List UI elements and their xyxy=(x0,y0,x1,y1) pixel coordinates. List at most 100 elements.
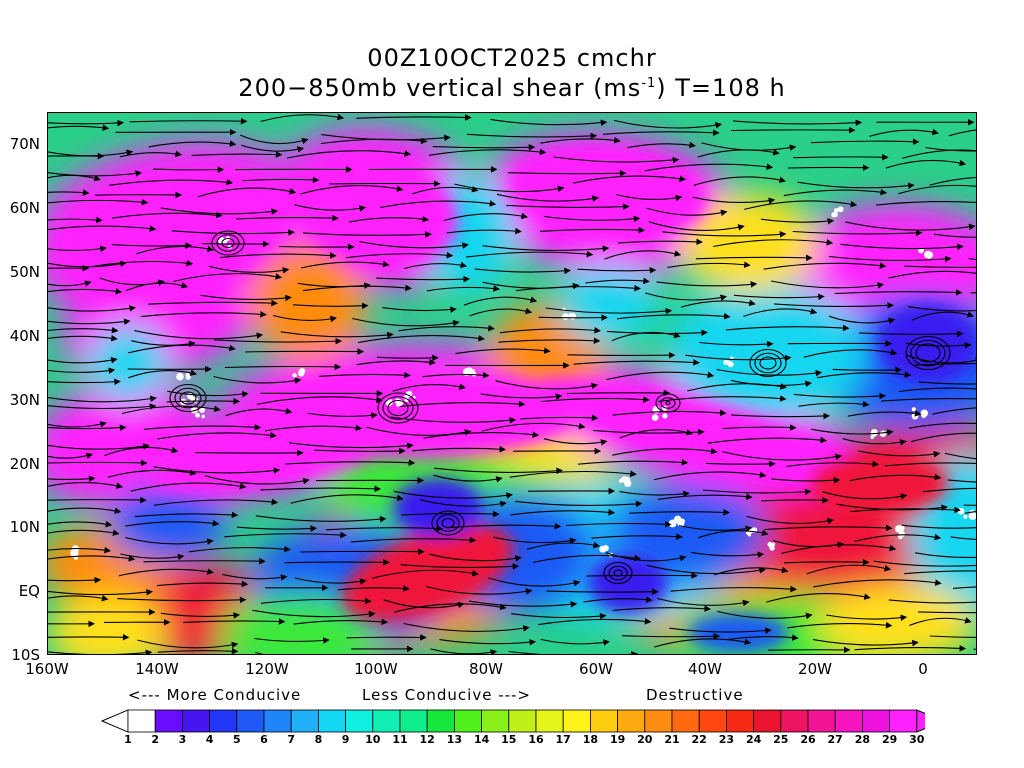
streamline xyxy=(645,292,728,301)
streamline xyxy=(109,178,234,186)
streamline xyxy=(947,479,976,483)
colorbar-box xyxy=(753,709,782,733)
low-shear-speck xyxy=(562,313,569,321)
streamline xyxy=(627,141,696,149)
streamline xyxy=(540,226,646,234)
streamline xyxy=(48,403,157,410)
shear-core-region xyxy=(808,453,948,513)
streamline xyxy=(612,605,711,612)
eddy-streamline xyxy=(431,510,465,536)
streamline xyxy=(973,648,976,650)
streamline xyxy=(648,221,745,231)
streamline xyxy=(607,329,708,336)
streamline xyxy=(474,267,571,275)
streamline xyxy=(48,367,116,374)
low-shear-speck xyxy=(963,514,968,519)
lat-label-10s: 10S xyxy=(11,646,40,664)
low-shear-speck xyxy=(462,368,471,376)
streamline xyxy=(346,634,427,641)
streamline xyxy=(213,375,302,384)
streamline xyxy=(784,558,870,566)
streamline xyxy=(950,536,976,540)
streamline xyxy=(300,185,404,195)
streamline xyxy=(646,207,728,217)
streamline xyxy=(112,211,223,219)
low-shear-speck xyxy=(898,530,906,538)
low-shear-speck xyxy=(924,250,932,259)
streamline xyxy=(173,273,283,282)
streamline xyxy=(48,124,110,131)
streamline xyxy=(183,618,286,625)
eddy-streamline xyxy=(910,339,946,367)
streamline xyxy=(208,265,290,274)
lon-label-120w: 120W xyxy=(245,660,289,678)
streamline xyxy=(314,447,406,455)
streamline xyxy=(366,426,472,436)
streamline xyxy=(733,119,863,127)
streamline xyxy=(153,166,225,173)
streamline xyxy=(730,126,856,134)
streamline xyxy=(48,496,147,504)
streamline xyxy=(48,452,94,460)
colorbar-tick-label: 13 xyxy=(446,733,463,746)
streamline xyxy=(621,633,721,640)
streamline xyxy=(644,163,774,172)
streamline xyxy=(797,181,915,190)
low-shear-speck xyxy=(471,369,476,373)
streamline xyxy=(540,137,621,144)
streamline xyxy=(48,443,150,450)
streamline xyxy=(670,585,797,593)
streamline xyxy=(392,383,466,392)
streamline xyxy=(454,183,565,193)
streamline xyxy=(148,299,278,307)
streamline xyxy=(412,186,479,195)
streamline xyxy=(858,450,941,458)
streamline xyxy=(654,638,752,648)
streamline xyxy=(944,452,976,460)
streamline xyxy=(213,337,343,345)
streamline xyxy=(377,354,439,362)
colorbar-tick-label: 3 xyxy=(178,733,187,746)
shear-field-region xyxy=(248,243,368,363)
shear-core-region xyxy=(149,424,407,492)
streamline xyxy=(905,342,972,349)
shear-core-region xyxy=(688,613,788,653)
streamline xyxy=(541,396,650,403)
eddy-streamline xyxy=(174,387,202,409)
streamline xyxy=(48,507,122,514)
colorbar-tick-label: 9 xyxy=(341,733,350,746)
streamline xyxy=(352,317,460,327)
streamline xyxy=(148,140,237,148)
colorbar-box xyxy=(508,709,537,733)
streamline xyxy=(566,389,671,397)
streamline xyxy=(265,424,363,432)
lat-label-40n: 40N xyxy=(9,327,40,345)
low-shear-speck xyxy=(833,208,839,213)
streamline xyxy=(294,577,367,585)
streamline xyxy=(428,553,522,562)
colorbar-box xyxy=(671,709,700,733)
streamline xyxy=(543,438,608,446)
streamline xyxy=(948,129,976,137)
colorbar-tick-label: 19 xyxy=(609,733,626,746)
colorbar-box xyxy=(644,709,673,733)
streamline xyxy=(153,466,281,474)
streamline xyxy=(693,176,786,186)
streamline xyxy=(760,217,835,225)
colorbar-box xyxy=(481,709,510,733)
streamline xyxy=(48,649,153,654)
streamline xyxy=(125,282,188,292)
lat-label-eq: EQ xyxy=(18,582,40,600)
shear-field-region xyxy=(88,323,168,403)
lat-label-60n: 60N xyxy=(9,199,40,217)
chart-title: 00Z10OCT2025 cmchr xyxy=(367,44,657,72)
colorbar-box xyxy=(399,709,428,733)
streamline xyxy=(567,351,676,359)
lat-label-20n: 20N xyxy=(9,455,40,473)
streamline xyxy=(881,397,976,402)
colorbar-box xyxy=(453,709,482,733)
streamline xyxy=(404,261,468,270)
streamline xyxy=(121,405,221,415)
streamline xyxy=(859,330,964,338)
streamline xyxy=(911,311,975,321)
